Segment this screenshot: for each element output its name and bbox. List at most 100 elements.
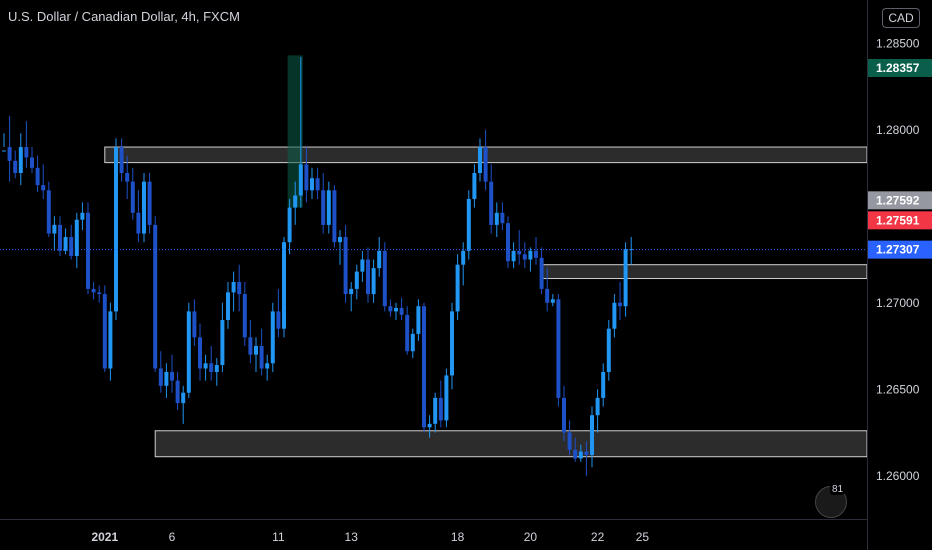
candle-body <box>366 259 370 295</box>
candle-body <box>63 237 68 251</box>
candle-body <box>377 250 382 269</box>
candle-body <box>52 224 57 234</box>
candle-body <box>108 311 113 369</box>
candle-body <box>13 160 18 173</box>
candle-body <box>461 250 466 265</box>
candle-body <box>556 299 561 398</box>
candle-body <box>601 371 606 398</box>
logo-count: 81 <box>830 484 846 495</box>
candle-body <box>203 363 208 369</box>
x-tick-label: 2021 <box>91 530 118 544</box>
candle-body <box>511 250 516 262</box>
candle-body <box>422 306 426 428</box>
chart-title: U.S. Dollar / Canadian Dollar, 4h, FXCM <box>8 9 240 24</box>
candle-body <box>248 337 253 355</box>
candle-body <box>46 190 51 234</box>
candle-body <box>97 292 102 295</box>
candle-body <box>618 302 622 307</box>
candle-body <box>427 423 432 428</box>
candle-body <box>399 307 404 315</box>
candle-body <box>349 288 354 295</box>
x-tick-label: 18 <box>451 530 465 544</box>
candle-body <box>394 307 398 312</box>
candle-body <box>500 212 505 224</box>
candle-body <box>153 224 158 369</box>
zone-rect-1[interactable] <box>154 430 868 458</box>
candle-body <box>181 392 186 404</box>
candle-body <box>130 181 135 213</box>
candle-body <box>293 195 298 208</box>
candle-body <box>315 178 320 191</box>
candle-body <box>578 451 583 459</box>
x-tick-label: 13 <box>345 530 359 544</box>
candle-body <box>332 190 337 243</box>
zone-rect-2[interactable] <box>541 264 868 280</box>
price-label: 1.28357 <box>876 61 920 75</box>
candle-body <box>438 397 443 421</box>
candle-body <box>35 167 40 186</box>
time-axis-divider <box>0 519 867 520</box>
candle-body <box>506 223 510 262</box>
x-tick-label: 6 <box>169 530 176 544</box>
price-label: 1.27307 <box>876 243 920 257</box>
candle-body <box>270 311 275 364</box>
candle-body <box>276 311 281 329</box>
x-tick-label: 25 <box>636 530 650 544</box>
candle-body <box>450 311 454 376</box>
candle-body <box>287 207 292 243</box>
candle-body <box>489 181 494 225</box>
candle-body <box>265 363 270 369</box>
candle-body <box>539 257 544 289</box>
y-tick-label: 1.26500 <box>876 382 920 396</box>
currency-badge[interactable]: CAD <box>882 8 920 28</box>
candle-body <box>147 181 152 225</box>
candle-body <box>371 268 376 295</box>
candle-body <box>550 299 555 303</box>
candle-body <box>242 294 247 338</box>
candle-body <box>562 397 566 433</box>
candle-body <box>528 250 533 260</box>
candle-body <box>444 375 449 421</box>
candle-body <box>455 264 460 312</box>
candle-body <box>254 346 258 355</box>
candle-body <box>338 237 342 243</box>
y-tick-label: 1.26000 <box>876 469 920 483</box>
candle-body <box>214 365 219 372</box>
candle-body <box>584 451 589 455</box>
x-tick-label: 22 <box>591 530 605 544</box>
candle-body <box>354 271 359 289</box>
y-tick-label: 1.28000 <box>876 123 920 137</box>
candle-body <box>74 219 79 257</box>
candle-body <box>517 250 522 255</box>
candle-body <box>164 371 169 386</box>
candle-body <box>595 397 600 416</box>
candle-body <box>102 294 107 369</box>
candle-body <box>41 185 46 191</box>
candle-body <box>170 371 174 381</box>
candle-body <box>382 250 387 307</box>
price-label-bg <box>868 58 932 77</box>
candle-body <box>158 368 163 386</box>
candle-body <box>416 306 421 334</box>
candle-body <box>80 212 85 220</box>
candle-body <box>86 212 90 289</box>
candle-body <box>629 249 634 251</box>
candle-body <box>410 333 415 352</box>
candle-body <box>590 415 594 455</box>
candle-body <box>472 173 477 199</box>
candle-body <box>360 259 365 272</box>
candle-body <box>18 147 23 173</box>
x-tick-label: 20 <box>524 530 538 544</box>
candle-body <box>494 212 499 225</box>
candle-body <box>226 292 230 321</box>
candle-body <box>2 150 6 152</box>
candle-body <box>24 147 29 158</box>
price-label-bg <box>868 240 932 259</box>
candle-body <box>545 288 550 303</box>
candle-body <box>483 147 488 182</box>
y-tick-label: 1.28500 <box>876 36 920 50</box>
candle-body <box>220 320 225 366</box>
candle-body <box>433 397 438 424</box>
candle-body <box>198 337 202 369</box>
